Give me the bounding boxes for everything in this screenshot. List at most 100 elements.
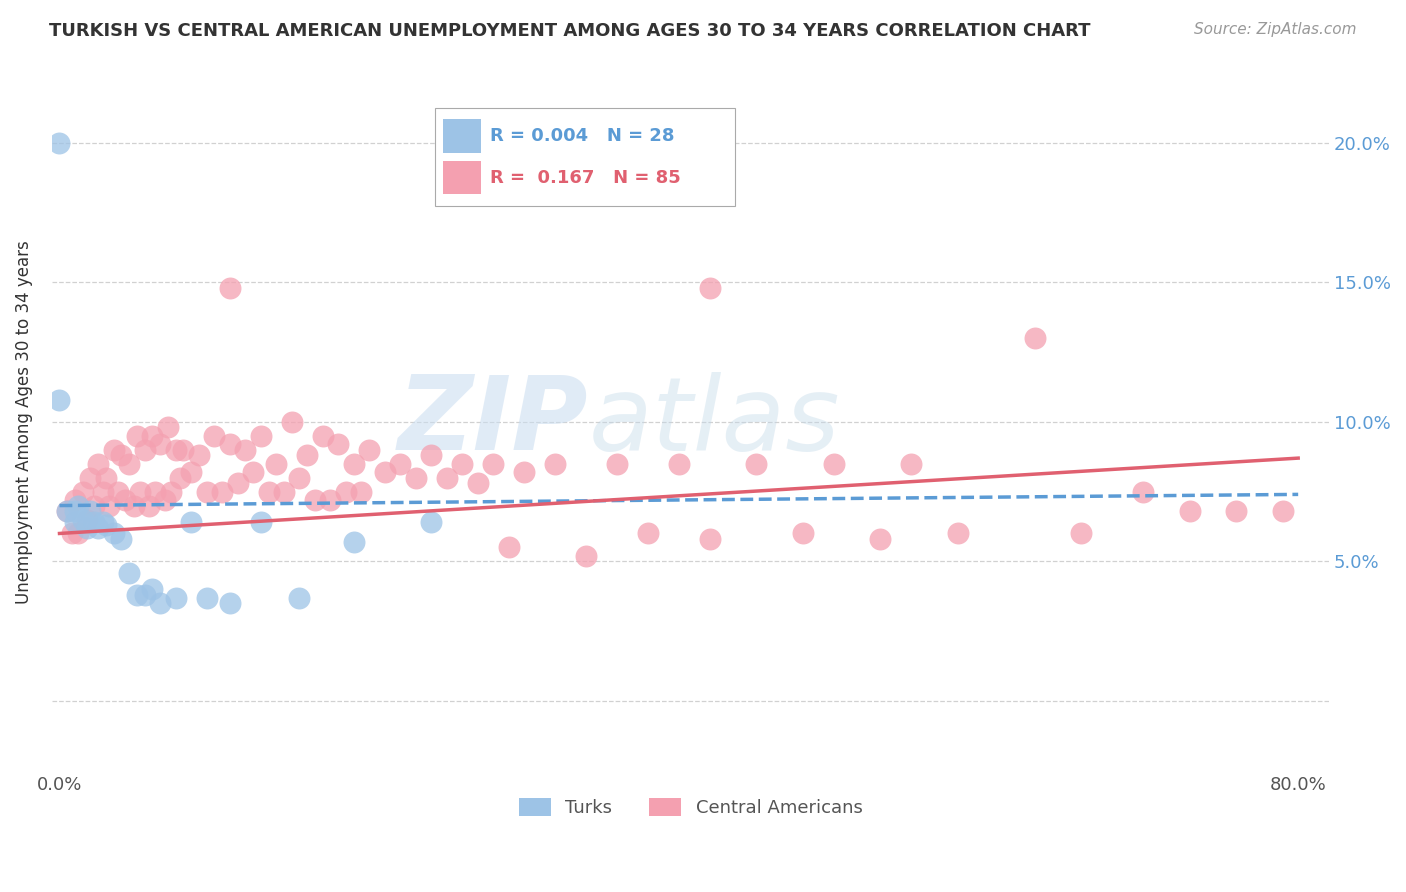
Point <box>56 504 79 518</box>
Point <box>1024 331 1046 345</box>
Point <box>103 526 125 541</box>
Point <box>249 429 271 443</box>
Point <box>218 596 240 610</box>
Point <box>63 504 86 518</box>
Point <box>312 429 335 443</box>
Point <box>94 470 117 484</box>
Point <box>420 448 443 462</box>
Point <box>405 470 427 484</box>
Text: TURKISH VS CENTRAL AMERICAN UNEMPLOYMENT AMONG AGES 30 TO 34 YEARS CORRELATION C: TURKISH VS CENTRAL AMERICAN UNEMPLOYMENT… <box>49 22 1091 40</box>
Point <box>343 534 366 549</box>
Point <box>141 582 163 597</box>
Point <box>869 532 891 546</box>
Point <box>1070 526 1092 541</box>
Point <box>172 442 194 457</box>
Point <box>273 484 295 499</box>
Point <box>60 526 83 541</box>
Point <box>134 588 156 602</box>
Point <box>699 281 721 295</box>
Point <box>76 521 98 535</box>
Point <box>335 484 357 499</box>
Point <box>153 493 176 508</box>
Point <box>149 437 172 451</box>
Point <box>114 493 136 508</box>
Point <box>76 512 98 526</box>
Point <box>195 591 218 605</box>
Point <box>319 493 342 508</box>
Point <box>160 484 183 499</box>
Point <box>63 493 86 508</box>
Point <box>165 442 187 457</box>
Text: R =  0.167   N = 85: R = 0.167 N = 85 <box>489 169 681 186</box>
Point <box>350 484 373 499</box>
Point <box>226 476 249 491</box>
Point <box>233 442 256 457</box>
Point <box>1178 504 1201 518</box>
Point <box>288 470 311 484</box>
Point <box>946 526 969 541</box>
Point <box>165 591 187 605</box>
Text: R = 0.004   N = 28: R = 0.004 N = 28 <box>489 127 675 145</box>
Point <box>180 465 202 479</box>
Point <box>195 484 218 499</box>
Text: atlas: atlas <box>588 372 839 472</box>
Legend: Turks, Central Americans: Turks, Central Americans <box>512 790 869 824</box>
Point <box>900 457 922 471</box>
Point <box>141 429 163 443</box>
Point <box>359 442 381 457</box>
Point <box>67 499 90 513</box>
Point <box>420 516 443 530</box>
Point <box>72 484 94 499</box>
Point <box>83 499 105 513</box>
Point <box>107 484 129 499</box>
Point <box>125 429 148 443</box>
Point <box>87 457 110 471</box>
Point <box>544 457 567 471</box>
Point <box>145 484 167 499</box>
Point <box>668 457 690 471</box>
Point <box>451 457 474 471</box>
Point <box>91 484 114 499</box>
Point <box>149 596 172 610</box>
Point <box>606 457 628 471</box>
Point <box>94 518 117 533</box>
Point <box>1132 484 1154 499</box>
Point <box>823 457 845 471</box>
Point <box>87 521 110 535</box>
Point <box>257 484 280 499</box>
Point <box>72 512 94 526</box>
Point <box>218 281 240 295</box>
Point <box>792 526 814 541</box>
Point <box>122 499 145 513</box>
Point <box>374 465 396 479</box>
Point <box>48 392 70 407</box>
Point <box>211 484 233 499</box>
Point <box>513 465 536 479</box>
Text: ZIP: ZIP <box>398 371 588 473</box>
Point <box>48 136 70 150</box>
Point <box>110 532 132 546</box>
Point <box>575 549 598 563</box>
Y-axis label: Unemployment Among Ages 30 to 34 years: Unemployment Among Ages 30 to 34 years <box>15 240 32 604</box>
Point <box>202 429 225 443</box>
Point <box>79 504 101 518</box>
Point <box>389 457 412 471</box>
FancyBboxPatch shape <box>443 161 481 194</box>
Point <box>63 516 86 530</box>
Point <box>218 437 240 451</box>
Point <box>288 591 311 605</box>
FancyBboxPatch shape <box>443 119 481 153</box>
Point <box>118 457 141 471</box>
Point <box>297 448 319 462</box>
Point <box>280 415 302 429</box>
Point <box>91 516 114 530</box>
Point <box>482 457 505 471</box>
Point <box>249 516 271 530</box>
Point <box>343 457 366 471</box>
Point <box>129 484 152 499</box>
Point <box>134 442 156 457</box>
Point <box>304 493 326 508</box>
Point <box>467 476 489 491</box>
Point <box>83 516 105 530</box>
Text: Source: ZipAtlas.com: Source: ZipAtlas.com <box>1194 22 1357 37</box>
